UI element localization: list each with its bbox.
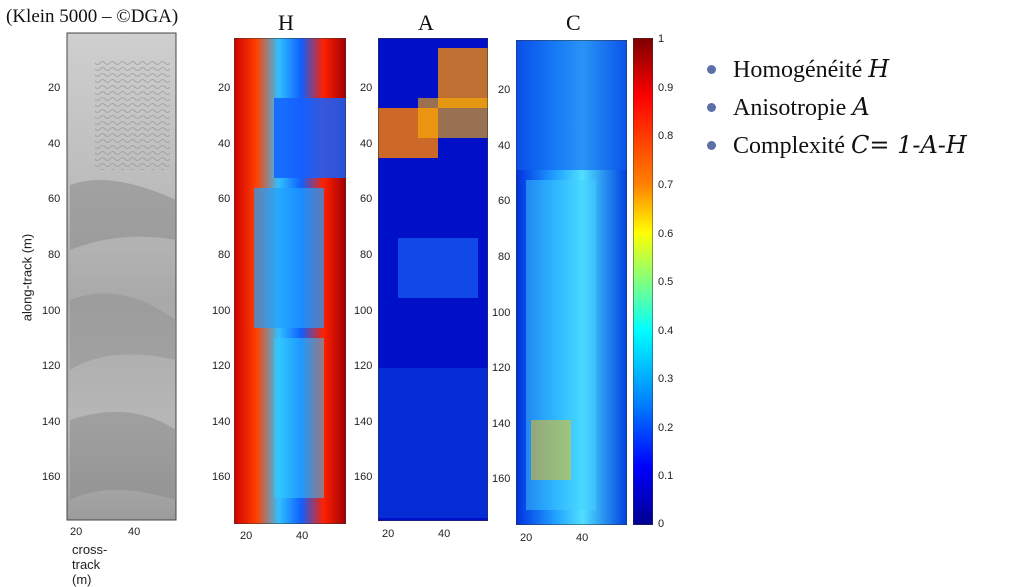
x-axis-label: cross-track (m) — [72, 542, 108, 587]
y-tick: 20 — [48, 82, 61, 94]
y-tick: 160 — [492, 473, 511, 485]
panel-title: H — [278, 10, 294, 35]
x-tick: 20 — [70, 526, 83, 538]
image-source-caption: (Klein 5000 – ©DGA) — [6, 6, 179, 27]
y-tick: 140 — [354, 416, 373, 428]
anisotropy-map — [378, 38, 488, 521]
colorbar-tick: 0.9 — [658, 82, 674, 94]
bullet-complexity: Complexité C= 1-A-H — [705, 126, 967, 164]
bullet-text: Homogénéité — [733, 57, 869, 83]
y-tick: 120 — [212, 360, 231, 372]
colorbar-gradient — [633, 38, 653, 525]
y-tick: 140 — [42, 416, 61, 428]
colorbar-tick: 0.7 — [658, 179, 674, 191]
colorbar-tick: 0.1 — [658, 470, 674, 482]
homogeneity-map — [234, 38, 346, 524]
panel-title: C — [566, 10, 581, 35]
y-tick: 80 — [218, 249, 231, 261]
x-tick: 40 — [576, 532, 589, 544]
y-tick: 60 — [360, 193, 373, 205]
y-tick: 40 — [360, 138, 373, 150]
y-tick: 120 — [492, 362, 511, 374]
panel-title: A — [418, 10, 434, 35]
sonar-image-figure — [66, 32, 177, 521]
colorbar-tick: 0.2 — [658, 422, 674, 434]
y-tick: 100 — [354, 305, 373, 317]
bullet-dot-icon — [707, 103, 716, 112]
x-tick: 20 — [382, 528, 395, 540]
y-tick: 80 — [48, 249, 61, 261]
bullet-text: Complexité — [733, 133, 851, 159]
bullet-math: A — [852, 93, 870, 121]
y-axis-label: along-track (m) — [19, 233, 35, 322]
y-tick: 40 — [498, 140, 511, 152]
y-tick: 100 — [492, 307, 511, 319]
bullet-homogeneity: Homogénéité H — [705, 50, 967, 88]
x-tick: 40 — [296, 530, 309, 542]
y-tick: 20 — [360, 82, 373, 94]
x-tick: 40 — [438, 528, 451, 540]
y-tick: 140 — [492, 418, 511, 430]
bullet-text: Anisotropie — [733, 95, 853, 121]
y-tick: 160 — [212, 471, 231, 483]
bullet-math: C= 1-A-H — [850, 131, 967, 159]
y-tick: 40 — [48, 138, 61, 150]
y-tick: 20 — [218, 82, 231, 94]
colorbar-tick: 1 — [658, 33, 665, 45]
y-tick: 120 — [42, 360, 61, 372]
y-tick: 80 — [360, 249, 373, 261]
colorbar-tick: 0.3 — [658, 373, 674, 385]
y-tick: 60 — [498, 195, 511, 207]
y-tick: 60 — [218, 193, 231, 205]
x-tick: 40 — [128, 526, 141, 538]
y-tick: 100 — [42, 305, 61, 317]
colorbar-tick: 0.5 — [658, 276, 674, 288]
y-tick: 160 — [354, 471, 373, 483]
y-tick: 160 — [42, 471, 61, 483]
bullet-dot-icon — [707, 65, 716, 74]
colorbar-tick: 0.4 — [658, 325, 674, 337]
bullet-anisotropy: Anisotropie A — [705, 88, 967, 126]
y-tick: 120 — [354, 360, 373, 372]
colorbar-tick: 0 — [658, 518, 665, 530]
bullet-math: H — [868, 55, 890, 83]
y-tick: 140 — [212, 416, 231, 428]
y-tick: 20 — [498, 84, 511, 96]
y-tick: 80 — [498, 251, 511, 263]
definition-bullets: Homogénéité H Anisotropie A Complexité C… — [705, 50, 967, 164]
y-tick: 60 — [48, 193, 61, 205]
bullet-dot-icon — [707, 141, 716, 150]
y-tick: 40 — [218, 138, 231, 150]
complexity-map — [516, 40, 627, 525]
x-tick: 20 — [520, 532, 533, 544]
x-tick: 20 — [240, 530, 253, 542]
colorbar-tick: 0.6 — [658, 228, 674, 240]
colorbar-tick: 0.8 — [658, 130, 674, 142]
y-tick: 100 — [212, 305, 231, 317]
